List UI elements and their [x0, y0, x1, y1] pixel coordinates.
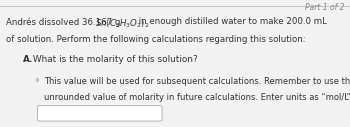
Text: of solution. Perform the following calculations regarding this solution:: of solution. Perform the following calcu…: [6, 35, 306, 44]
Text: A.: A.: [23, 55, 33, 64]
Text: unrounded value of molarity in future calculations. Enter units as “mol/L”.: unrounded value of molarity in future ca…: [44, 93, 350, 102]
Text: $\mathit{Sn(C_2H_3O_2)_2}$: $\mathit{Sn(C_2H_3O_2)_2}$: [96, 17, 150, 30]
Text: What is the molarity of this solution?: What is the molarity of this solution?: [30, 55, 198, 64]
Text: in enough distilled water to make 200.0 mL: in enough distilled water to make 200.0 …: [136, 17, 327, 26]
Text: Part 1 of 2: Part 1 of 2: [305, 3, 345, 12]
Text: Andrés dissolved 36.167 g: Andrés dissolved 36.167 g: [6, 17, 124, 27]
Text: This value will be used for subsequent calculations. Remember to use the: This value will be used for subsequent c…: [44, 77, 350, 86]
Text: ◦: ◦: [35, 77, 40, 86]
FancyBboxPatch shape: [37, 106, 162, 121]
